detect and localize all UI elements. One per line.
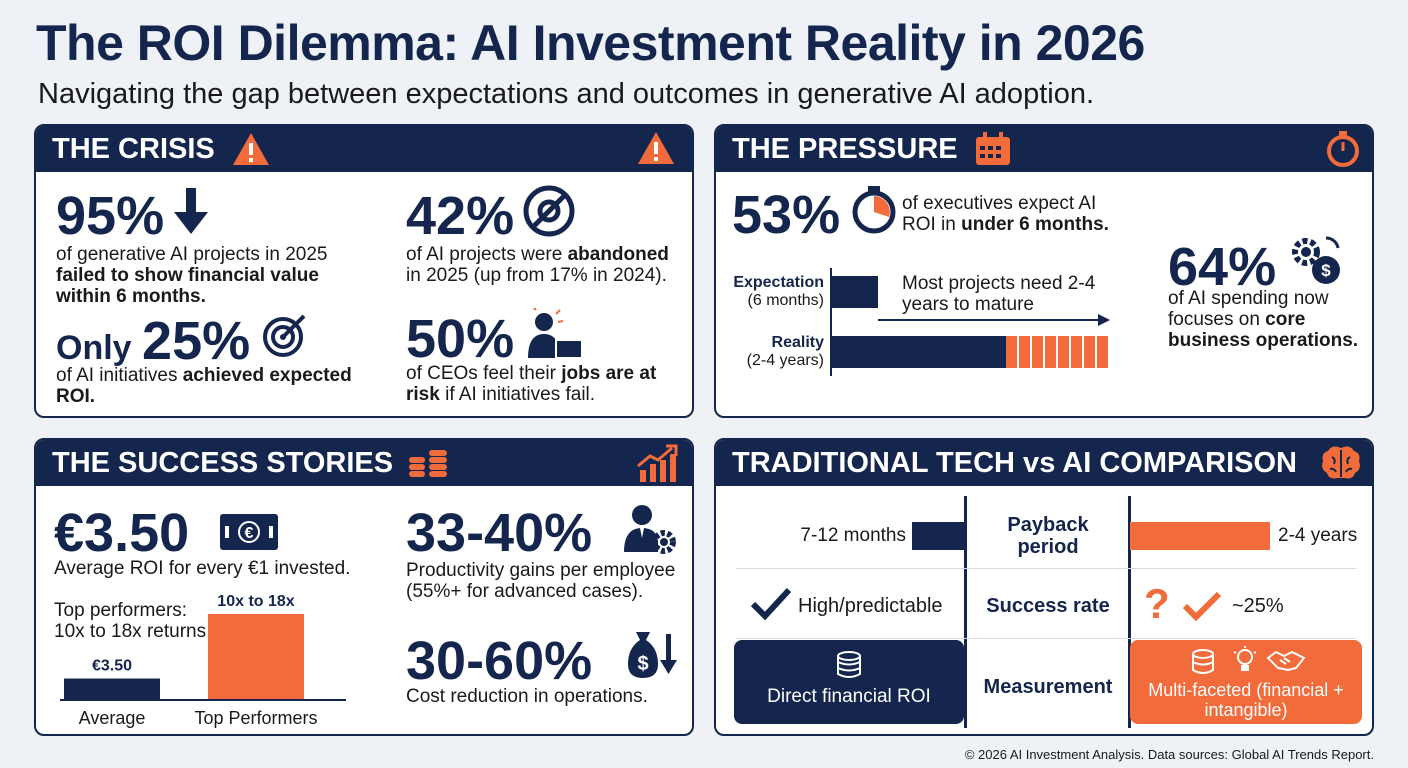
coins-icon: [832, 650, 866, 680]
label-payback: Payback period: [1007, 514, 1089, 558]
pressure-title: THE PRESSURE: [732, 132, 958, 165]
success-stat-productivity: 33-40%: [406, 503, 593, 563]
bar-category-label: Average: [79, 708, 146, 728]
crisis-stat-95: 95%: [56, 186, 165, 246]
success-stat-roi-text: Average ROI for every €1 invested.: [54, 558, 351, 579]
question-mark-icon: ?: [1144, 580, 1170, 627]
bar-data-label: €3.50: [92, 658, 132, 675]
crisis-stat-42: 42%: [406, 186, 515, 246]
crisis-stat-25: Only 25%: [56, 311, 251, 371]
arrow-right-icon: [876, 312, 1112, 328]
pressure-stat-53-text: of executives expect AI ROI in under 6 m…: [902, 193, 1109, 235]
executive-briefcase-icon: [526, 308, 586, 360]
lightbulb-icon: [1232, 646, 1258, 676]
banknote-icon: €: [218, 510, 280, 554]
roi-bar-chart: €3.50 Average 10x to 18x Top Performers: [60, 593, 346, 728]
success-title: THE SUCCESS STORIES: [52, 446, 394, 479]
top-performers-note: Top performers: 10x to 18x returns.: [54, 600, 212, 642]
success-stat-cost: 30-60%: [406, 631, 593, 691]
money-bag-down-icon: $: [622, 626, 680, 682]
timeline-reality-label: Reality (2-4 years): [746, 334, 824, 369]
traditional-success-text: High/predictable: [798, 595, 943, 617]
success-stat-cost-text: Cost reduction in operations.: [406, 686, 648, 707]
bar-category-label: Top Performers: [194, 708, 317, 728]
expectation-bar: [832, 276, 878, 308]
handshake-icon: [1266, 648, 1306, 674]
calendar-icon: [974, 131, 1012, 167]
bar-data-label: 10x to 18x: [217, 593, 294, 610]
timeline-note: Most projects need 2-4 years to mature: [902, 273, 1096, 315]
comparison-divider-left: [964, 496, 967, 728]
success-stat-roi: €3.50: [54, 503, 190, 563]
blocked-gear-icon: [522, 184, 576, 238]
comparison-divider-right: [1128, 496, 1131, 728]
footer-credits: © 2026 AI Investment Analysis. Data sour…: [964, 747, 1374, 762]
person-gear-icon: [622, 502, 678, 556]
svg-text:€: €: [245, 525, 254, 542]
warning-icon: [231, 131, 271, 167]
reality-bar-extension: [1006, 336, 1110, 368]
pressure-panel: THE PRESSURE 53% of executives expect AI…: [714, 124, 1374, 418]
page-title: The ROI Dilemma: AI Investment Reality i…: [36, 15, 1145, 71]
success-header: THE SUCCESS STORIES: [36, 440, 692, 486]
warning-icon: [636, 130, 676, 166]
pressure-stat-64-text: of AI spending now focuses on core busin…: [1168, 288, 1359, 351]
timeline-axis: [830, 268, 832, 376]
traditional-payback-text: 7-12 months: [800, 525, 906, 546]
crisis-stat-42-text: of AI projects were abandoned in 2025 (u…: [406, 244, 669, 286]
traditional-measurement-box: Direct financial ROI: [734, 640, 964, 724]
timeline-expectation-label: Expectation (6 months): [733, 274, 824, 309]
crisis-stat-50-text: of CEOs feel their jobs are at risk if A…: [406, 363, 657, 405]
pressure-stat-64: 64%: [1168, 237, 1277, 297]
crisis-stat-95-text: of generative AI projects in 2025 failed …: [56, 244, 328, 307]
svg-text:$: $: [637, 653, 648, 675]
page-subtitle: Navigating the gap between expectations …: [38, 78, 1095, 110]
target-icon: [262, 312, 308, 358]
ai-success-text: ~25%: [1232, 595, 1284, 617]
svg-text:$: $: [1321, 261, 1331, 280]
success-panel: THE SUCCESS STORIES €3.50 € Average ROI …: [34, 438, 694, 736]
crisis-header: THE CRISIS: [36, 126, 692, 172]
reality-bar: [832, 336, 1006, 368]
crisis-stat-50: 50%: [406, 309, 515, 369]
brain-icon: [1320, 444, 1362, 482]
comparison-header: TRADITIONAL TECH vs AI COMPARISON: [716, 440, 1372, 486]
crisis-title: THE CRISIS: [52, 132, 215, 165]
pressure-stat-53: 53%: [732, 185, 841, 245]
label-success-rate: Success rate: [986, 595, 1110, 617]
ai-payback-bar: [1130, 522, 1270, 550]
row-divider: [736, 638, 1356, 639]
ai-measurement-text: Multi-faceted (financial + intangible): [1148, 680, 1344, 720]
arrow-down-icon: [172, 186, 210, 236]
stopwatch-icon: [1324, 130, 1362, 168]
traditional-measurement-text: Direct financial ROI: [767, 686, 931, 707]
growth-chart-icon: [636, 444, 680, 484]
crisis-stat-25-text: of AI initiatives achieved expected ROI.: [56, 365, 352, 407]
success-stat-productivity-text: Productivity gains per employee (55%+ fo…: [406, 560, 676, 602]
bar-top-performers: [208, 614, 304, 700]
bar-average: [64, 678, 160, 700]
ai-payback-text: 2-4 years: [1278, 525, 1358, 546]
label-measurement: Measurement: [983, 676, 1113, 698]
coins-icon: [1188, 648, 1218, 676]
comparison-title: TRADITIONAL TECH vs AI COMPARISON: [732, 446, 1297, 479]
coins-icon: [407, 445, 453, 481]
stopwatch-icon: [850, 184, 898, 236]
checkmark-icon: [1182, 590, 1222, 622]
ai-measurement-box: Multi-faceted (financial + intangible): [1130, 640, 1362, 724]
row-divider: [736, 568, 1356, 569]
traditional-payback-bar: [912, 522, 966, 550]
checkmark-icon: [750, 586, 792, 622]
crisis-panel: THE CRISIS 95% of generative AI projects…: [34, 124, 694, 418]
pressure-header: THE PRESSURE: [716, 126, 1372, 172]
comparison-panel: TRADITIONAL TECH vs AI COMPARISON 7-12 m…: [714, 438, 1374, 736]
gear-dollar-icon: $: [1288, 234, 1344, 286]
